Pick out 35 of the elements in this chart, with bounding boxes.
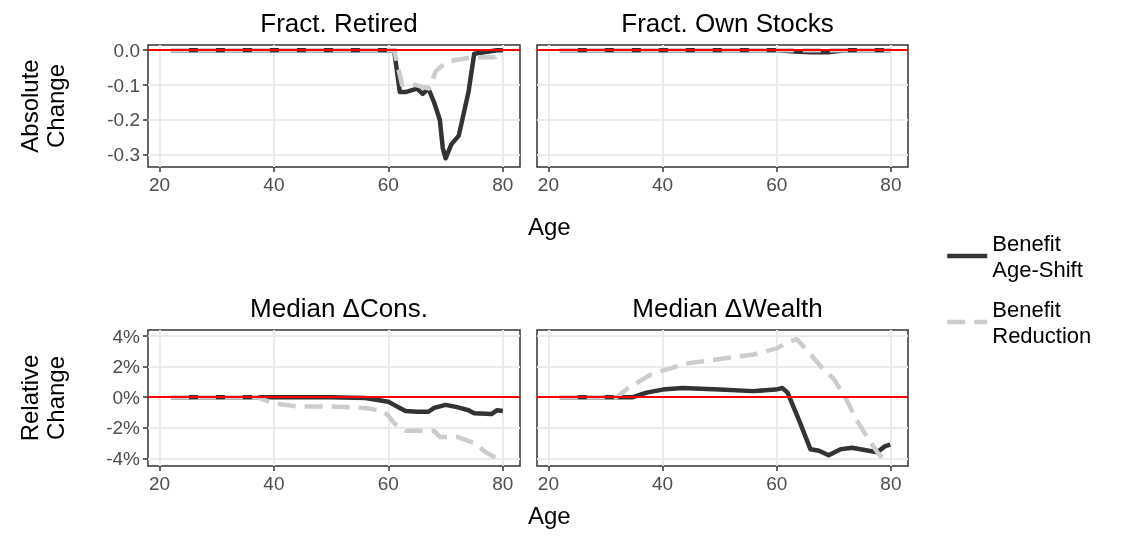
x-tick-label: 40: [263, 473, 285, 494]
x-tick-label: 20: [537, 174, 559, 195]
x-tick-label: 80: [492, 473, 514, 494]
y-tick-label: -0.2: [107, 109, 140, 131]
legend-label: Benefit Age-Shift: [992, 230, 1083, 282]
y-tick-label: 0.0: [113, 39, 140, 61]
x-tick-label: 20: [148, 473, 171, 494]
y-axis-title: Absolute Change: [15, 59, 69, 153]
y-tick-label: -2%: [106, 417, 141, 439]
x-tick-label: 60: [377, 174, 399, 195]
y-tick-label: -0.3: [107, 144, 140, 166]
x-tick-label: 40: [652, 473, 674, 494]
x-tick-label: 40: [652, 174, 674, 195]
y-tick-label: 4%: [112, 325, 141, 347]
x-tick-label: 60: [377, 473, 399, 494]
y-tick-label: 0%: [112, 386, 141, 408]
x-tick-label: 80: [880, 174, 902, 195]
x-tick-label: 20: [537, 473, 559, 494]
x-tick-label: 20: [148, 174, 171, 195]
chart-title: Fract. Own Stocks: [621, 8, 834, 38]
x-tick-label: 40: [263, 174, 285, 195]
x-axis-title: Age: [528, 501, 571, 529]
x-axis-title: Age: [528, 212, 571, 240]
x-tick-label: 80: [492, 174, 514, 195]
y-tick-label: -4%: [106, 447, 141, 469]
x-tick-label: 80: [880, 473, 902, 494]
chart-title: Median ΔCons.: [250, 293, 428, 323]
x-tick-label: 60: [766, 473, 788, 494]
y-tick-label: 2%: [112, 356, 141, 378]
x-tick-label: 60: [766, 174, 788, 195]
y-axis-title: Relative Change: [15, 354, 69, 442]
legend-label: Benefit Reduction: [992, 296, 1092, 348]
chart-title: Median ΔWealth: [632, 293, 823, 323]
chart-title: Fract. Retired: [260, 8, 418, 38]
y-tick-label: -0.1: [107, 74, 140, 96]
